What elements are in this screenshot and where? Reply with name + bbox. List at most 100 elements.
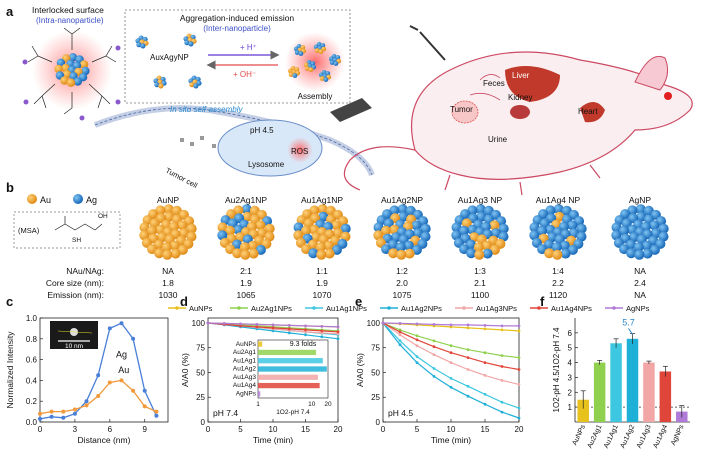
data-point [432, 367, 436, 370]
x-tick-label: 10 [269, 425, 278, 434]
bar [593, 362, 606, 422]
au-atom [373, 230, 384, 241]
data-point [466, 356, 470, 359]
ag-atom [551, 242, 562, 253]
data-point [142, 388, 147, 393]
panel-d-label: d [180, 294, 188, 309]
category-label: Au1Ag1 [603, 424, 620, 450]
legend-marker [175, 306, 179, 310]
x-axis-label: Time (min) [253, 435, 293, 445]
aie-title: Aggregation-induced emission [180, 13, 295, 23]
au-atom [303, 62, 309, 68]
inset-category-label: Au1Ag3 [233, 374, 257, 381]
data-point [449, 323, 453, 327]
inset-tick-label: 1 [256, 401, 260, 408]
inset-bar [258, 366, 327, 372]
data-point [304, 324, 307, 328]
ag-atom [411, 220, 422, 231]
au-atom [474, 249, 485, 260]
organ-label: Kidney [508, 93, 532, 102]
ag-atom [184, 40, 190, 46]
ag-atom [328, 56, 334, 62]
panel-f-label: f [540, 294, 545, 309]
au-atom [248, 248, 259, 259]
organ-label: Tumor [450, 105, 473, 114]
au-atom [225, 225, 235, 236]
emission-value: NA [634, 290, 646, 300]
inset-bar [258, 358, 323, 364]
data-point [517, 383, 521, 386]
nanoparticle-column: Au1Ag2NP 1:2 2.0 1075 [373, 195, 431, 300]
inset-category-label: AuNPs [236, 341, 257, 348]
series-label: Au [118, 365, 129, 375]
data-point [38, 411, 42, 416]
data-point [255, 323, 259, 326]
data-point [398, 333, 402, 337]
data-point [432, 353, 436, 356]
ag-atom [318, 211, 329, 222]
nanoparticle-name: AgNP [629, 195, 652, 205]
x-axis-label: Time (min) [431, 435, 471, 445]
x-tick-label: 6 [108, 425, 113, 434]
legend-marker [462, 306, 466, 310]
data-point [320, 325, 324, 328]
ag-atom [529, 230, 540, 241]
ag-atom [135, 38, 141, 44]
core-size-value: 1.8 [162, 278, 174, 288]
category-label: AgNPs [670, 423, 686, 446]
ag-atom [293, 222, 304, 233]
inset-bar [258, 391, 261, 397]
data-point [287, 327, 291, 331]
au-atom [324, 248, 335, 259]
au-atom [473, 242, 484, 253]
row-label: NAu/NAg: [66, 266, 104, 276]
au-atom [163, 204, 174, 215]
data-point [466, 368, 470, 371]
data-point [500, 328, 504, 332]
nanoparticle-column: Au1Ag4 NP 1:4 2.2 1120 [529, 195, 587, 300]
x-tick-label: 5 [238, 425, 243, 434]
data-point [483, 392, 487, 396]
nanoparticle-column: AuNP NA 1.8 1030 [139, 195, 197, 300]
data-point [287, 331, 291, 335]
au-atom [158, 83, 164, 89]
y-tick-label: 0.8 [26, 335, 38, 344]
emission-value: 1030 [159, 290, 178, 300]
row-label: Emission (nm): [47, 290, 104, 300]
ag-atom [420, 223, 431, 234]
ratio-value: 2:1 [240, 266, 252, 276]
au-atom [255, 220, 266, 231]
au-atom [139, 222, 150, 233]
data-point [381, 321, 385, 325]
data-point [483, 402, 487, 406]
x-tick-label: 0 [206, 425, 211, 434]
annotation-arrow [628, 328, 633, 335]
data-point [398, 328, 402, 332]
au-atom [304, 66, 310, 71]
mouse-illustration: Feces Liver Tumor Kidney Heart Urine [343, 25, 693, 196]
data-point [38, 416, 42, 421]
legend-label: Au2Ag1NPs [251, 304, 292, 313]
data-point [432, 345, 436, 349]
series-label: Ag [116, 350, 127, 360]
core-size-value: 1.9 [240, 278, 252, 288]
scale-bar-label: 10 nm [65, 343, 83, 350]
data-point [449, 361, 453, 364]
au-atom [381, 225, 391, 236]
nanoparticle-name: AuNP [157, 195, 180, 205]
emission-value: 1065 [237, 290, 256, 300]
ag-atom [498, 223, 509, 234]
data-point [304, 330, 307, 334]
legend-label: Au1Ag4NPs [551, 304, 592, 313]
data-point [320, 329, 324, 333]
data-point [61, 415, 66, 420]
data-point [483, 374, 487, 377]
ag-atom [241, 204, 252, 215]
ag-atom [217, 230, 228, 241]
ag-atom [73, 77, 83, 86]
data-point [255, 325, 259, 329]
organ-label: Liver [512, 71, 530, 80]
data-point [466, 348, 470, 352]
data-point [61, 409, 66, 414]
